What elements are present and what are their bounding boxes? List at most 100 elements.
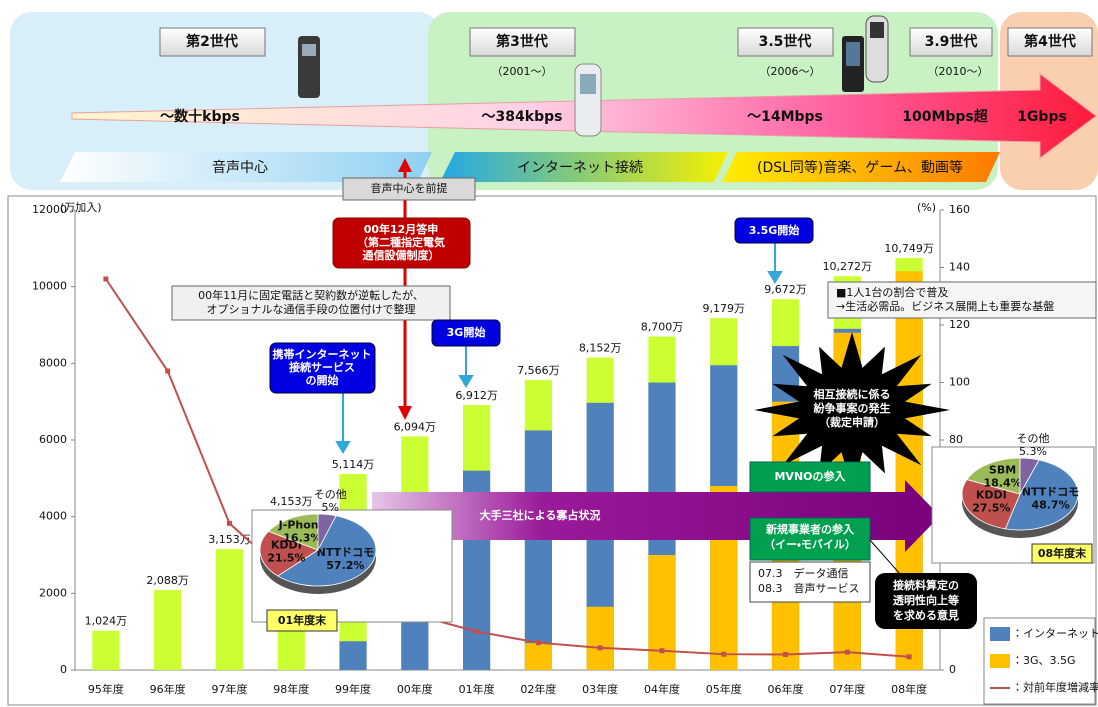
annotation-text: 00年11月に固定電話と契約数が逆転したが、 <box>198 288 424 302</box>
pie-title: 01年度末 <box>278 613 327 627</box>
annotation-text: 08.3 音声サービス <box>758 581 860 595</box>
annotation-text: 大手三社による寡占状況 <box>480 508 601 522</box>
line-marker <box>536 640 541 645</box>
x-tick-label: 00年度 <box>397 682 433 696</box>
bar-value-label: 9,672万 <box>764 283 807 296</box>
x-tick-label: 02年度 <box>520 682 556 696</box>
bar-value-label: 3,153万 <box>208 533 251 546</box>
line-marker <box>598 645 603 650</box>
line-marker <box>783 652 788 657</box>
pie-category-label: NTTドコモ <box>317 546 374 559</box>
pie-value-label: 48.7% <box>1031 499 1069 512</box>
line-marker <box>474 629 479 634</box>
annotation-text: 相互接続に係る <box>814 387 891 401</box>
pie-value-label: 5.3% <box>1019 445 1047 458</box>
annotation-text: 接続料算定の <box>893 578 959 592</box>
bar <box>525 430 552 670</box>
usage-label: (DSL同等)音楽、ゲーム、動画等 <box>757 159 963 176</box>
speed-label: ～数十kbps <box>160 108 240 125</box>
legend-swatch <box>990 627 1010 641</box>
infographic: 第2世代 第3世代 3.5世代 3.9世代 第4世代 （2001～） （2006… <box>0 0 1098 707</box>
pie-value-label: 16.3% <box>283 532 321 545</box>
line-marker <box>659 648 664 653</box>
bar <box>154 590 181 670</box>
x-tick-label: 01年度 <box>459 682 495 696</box>
y-tick-label: 6000 <box>39 433 67 446</box>
annotation-text: 紛争事案の発生 <box>813 401 891 415</box>
bar <box>587 607 614 670</box>
x-tick-label: 03年度 <box>582 682 618 696</box>
pie-value-label: 57.2% <box>326 559 364 572</box>
pie-category-label: その他 <box>1016 432 1049 445</box>
bar-value-label: 5,114万 <box>332 458 375 471</box>
x-tick-label: 98年度 <box>273 682 309 696</box>
y2-tick-label: 140 <box>949 261 970 274</box>
annotation-text: →生活必需品。ビジネス展開上も重要な基盤 <box>836 299 1054 313</box>
line-marker <box>103 277 108 282</box>
x-tick-label: 08年度 <box>891 682 927 696</box>
annotation-text: を求める意見 <box>893 608 959 622</box>
line-marker <box>165 369 170 374</box>
bar <box>92 631 119 670</box>
annotation-text: 音声中心を前提 <box>371 181 448 195</box>
speed-label: 1Gbps <box>1017 109 1067 125</box>
bar-value-label: 8,700万 <box>641 321 684 334</box>
annotation-text: ■1人1台の割合で普及 <box>836 285 948 299</box>
annotation-text: の開始 <box>306 373 339 387</box>
annotation-text: （イー・モバイル） <box>764 538 856 551</box>
y-tick-label: 10000 <box>32 280 67 293</box>
bar-value-label: 9,179万 <box>703 302 746 315</box>
pie-category-label: その他 <box>314 488 347 501</box>
y-tick-label: 8000 <box>39 356 67 369</box>
generation-period: （2001～） <box>492 65 553 78</box>
x-tick-label: 97年度 <box>211 682 247 696</box>
x-tick-label: 95年度 <box>88 682 124 696</box>
speed-label: 100Mbps超 <box>902 108 989 125</box>
legend-label: ：対前年度増減率 <box>1012 680 1098 694</box>
y2-tick-label: 120 <box>949 318 970 331</box>
annotation-text: （第二種指定電気 <box>357 235 445 249</box>
annotation-text: 透明性向上等 <box>893 593 959 607</box>
phone-icon <box>575 64 601 136</box>
y-tick-label: 12000 <box>32 203 67 216</box>
bar <box>339 641 366 670</box>
line-marker <box>721 652 726 657</box>
pie-value-label: 5% <box>322 501 339 514</box>
annotation-text: 接続サービス <box>289 360 355 374</box>
y-tick-label: 4000 <box>39 510 67 523</box>
annotation-text: 通信設備制度） <box>363 248 440 262</box>
line-marker <box>907 654 912 659</box>
annotation-text: 00年12月答申 <box>364 222 439 236</box>
usage-label: 音声中心 <box>212 159 268 176</box>
x-tick-label: 07年度 <box>829 682 865 696</box>
bar-value-label: 8,152万 <box>579 342 622 355</box>
y-tick-label: 0 <box>60 663 67 676</box>
annotation-text: 携帯インターネット <box>273 347 372 361</box>
x-tick-label: 04年度 <box>644 682 680 696</box>
phone-icon <box>298 36 320 98</box>
generation-label: 3.9世代 <box>925 33 978 50</box>
annotation-text: 07.3 データ通信 <box>758 566 849 580</box>
line-marker <box>845 650 850 655</box>
pie-value-label: 18.4% <box>983 476 1021 489</box>
bar-value-label: 4,153万 <box>270 495 313 508</box>
generation-label: 第4世代 <box>1024 33 1076 50</box>
bar <box>525 643 552 670</box>
generation-period: （2006～） <box>760 65 821 78</box>
generation-label: 第2世代 <box>186 33 238 50</box>
y2-tick-label: 160 <box>949 203 970 216</box>
legend-label: ：3G、3.5G <box>1012 654 1076 667</box>
annotation-text: 3.5G開始 <box>749 223 800 237</box>
y2-tick-label: 100 <box>949 376 970 389</box>
bar-value-label: 2,088万 <box>146 574 189 587</box>
pie-category-label: SBM <box>989 463 1016 476</box>
x-tick-label: 96年度 <box>150 682 186 696</box>
bar-value-label: 6,094万 <box>394 420 437 433</box>
x-tick-label: 99年度 <box>335 682 371 696</box>
legend-label: ：インターネット接続 <box>1012 626 1098 640</box>
generation-period: （2010～） <box>928 65 989 78</box>
pie-value-label: 21.5% <box>267 552 305 565</box>
pie-category-label: NTTドコモ <box>1022 486 1079 499</box>
bar-value-label: 1,024万 <box>85 615 128 628</box>
bar-value-label: 6,912万 <box>455 389 498 402</box>
